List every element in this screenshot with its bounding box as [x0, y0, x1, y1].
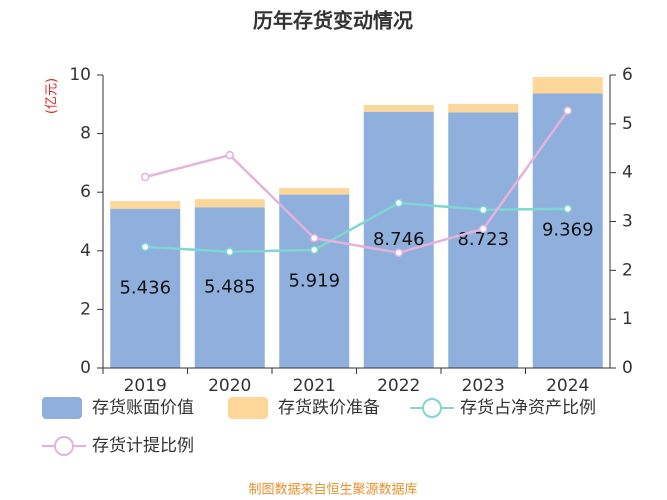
bar: [279, 188, 350, 195]
y-tick-label: 2: [80, 299, 91, 319]
data-label: 5.919: [288, 270, 340, 291]
data-label: 9.369: [542, 220, 594, 241]
y-tick-label: 0: [80, 358, 91, 378]
bar: [448, 112, 519, 368]
x-tick-label: 2024: [546, 376, 589, 396]
y2-tick-label: 0: [622, 358, 633, 378]
y-tick-label: 6: [80, 182, 91, 202]
legend-swatch: [42, 397, 82, 419]
y-tick-label: 8: [80, 124, 91, 144]
bar: [279, 194, 350, 368]
line-point: [563, 106, 572, 115]
x-tick-label: 2020: [208, 376, 251, 396]
bar: [448, 103, 519, 113]
data-label: 8.723: [457, 229, 509, 250]
chart-title: 历年存货变动情况: [253, 9, 413, 33]
legend-swatch: [228, 397, 268, 419]
line: [144, 109, 569, 255]
y-axis-label: (亿元): [45, 78, 60, 114]
x-tick-label: 2022: [377, 376, 420, 396]
y2-tick-label: 2: [622, 260, 633, 280]
legend-label: 存货账面价值: [92, 398, 194, 418]
legend-label: 存货跌价准备: [278, 398, 380, 418]
data-label: 5.485: [204, 277, 256, 298]
x-tick-label: 2019: [124, 376, 167, 396]
source-note: 制图数据来自恒生聚源数据库: [248, 482, 417, 498]
line-point: [479, 224, 488, 234]
line-point: [310, 245, 319, 255]
line-point: [394, 198, 403, 208]
y2-tick-label: 5: [622, 114, 633, 134]
y-tick-label: 4: [80, 241, 91, 261]
bar: [532, 93, 603, 369]
bar: [110, 201, 181, 209]
line-point: [225, 247, 234, 257]
y2-tick-label: 3: [622, 212, 633, 232]
line-point: [225, 150, 234, 160]
bar: [194, 207, 265, 368]
legend-label: 存货计提比例: [92, 436, 194, 456]
bar: [110, 208, 181, 368]
legend-marker: [422, 398, 442, 418]
x-tick-label: 2023: [462, 376, 505, 396]
bar: [194, 199, 265, 208]
legend-marker: [54, 436, 74, 456]
y2-tick-label: 4: [622, 163, 633, 183]
bar: [363, 111, 434, 369]
y-tick-label: 10: [69, 65, 91, 85]
line-point: [141, 242, 150, 252]
legend-label: 存货占净资产比例: [460, 398, 596, 418]
data-label: 8.746: [373, 229, 425, 250]
data-label: 5.436: [119, 277, 171, 298]
bar: [532, 77, 603, 94]
line-point: [563, 204, 572, 214]
y2-tick-label: 1: [622, 309, 633, 329]
line-point: [394, 248, 403, 258]
bar: [363, 105, 434, 112]
line-point: [479, 205, 488, 215]
x-tick-label: 2021: [293, 376, 336, 396]
line-point: [310, 233, 319, 243]
line-point: [141, 172, 150, 182]
y2-tick-label: 6: [622, 65, 633, 85]
